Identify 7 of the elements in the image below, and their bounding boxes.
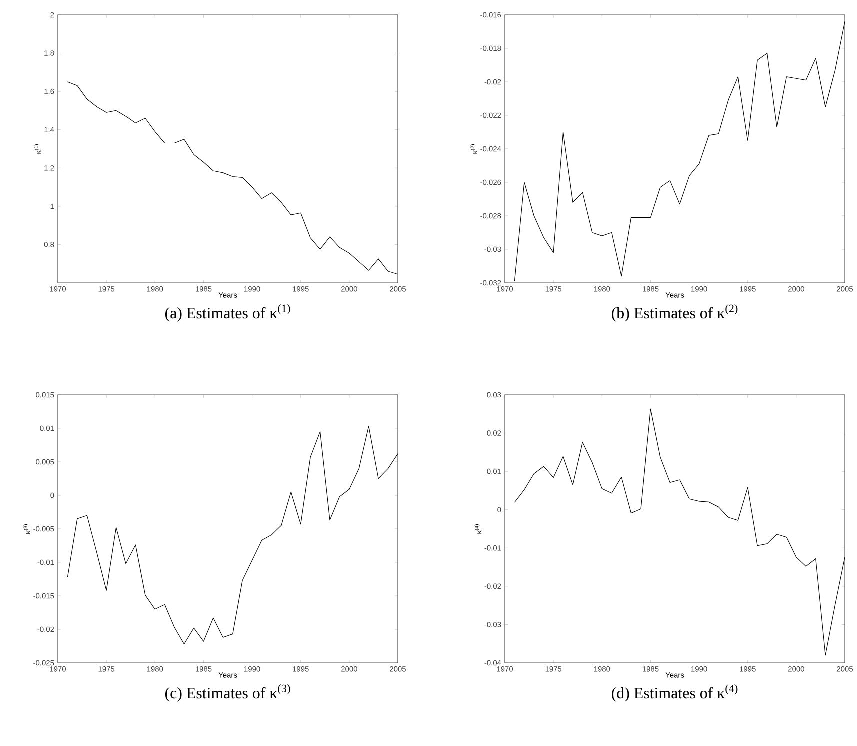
- text: (d) Estimates of κ$^{(4)}$: [612, 684, 738, 702]
- text: (a) Estimates of κ$^{(1)}$: [165, 304, 290, 322]
- line-series: [67, 82, 398, 275]
- text: (b) Estimates of κ$^{(2)}$: [612, 304, 738, 322]
- line-series: [67, 426, 398, 645]
- text: (c) Estimates of κ$^{(3)}$: [165, 684, 290, 702]
- line-series: [514, 408, 846, 656]
